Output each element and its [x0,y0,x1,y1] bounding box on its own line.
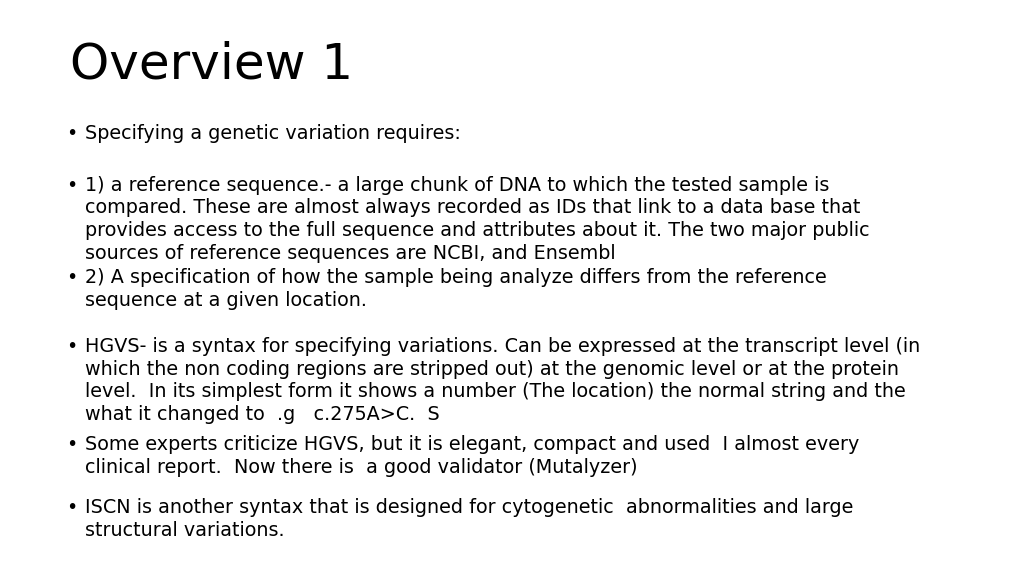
Text: •: • [67,498,78,517]
Text: 2) A specification of how the sample being analyze differs from the reference
se: 2) A specification of how the sample bei… [85,268,826,309]
Text: •: • [67,176,78,195]
Text: Specifying a genetic variation requires:: Specifying a genetic variation requires: [85,124,461,143]
Text: •: • [67,435,78,454]
Text: •: • [67,124,78,143]
Text: •: • [67,268,78,287]
Text: •: • [67,337,78,356]
Text: HGVS- is a syntax for specifying variations. Can be expressed at the transcript : HGVS- is a syntax for specifying variati… [85,337,921,424]
Text: Some experts criticize HGVS, but it is elegant, compact and used  I almost every: Some experts criticize HGVS, but it is e… [85,435,859,476]
Text: 1) a reference sequence.- a large chunk of DNA to which the tested sample is
com: 1) a reference sequence.- a large chunk … [85,176,869,263]
Text: ISCN is another syntax that is designed for cytogenetic  abnormalities and large: ISCN is another syntax that is designed … [85,498,853,540]
Text: Overview 1: Overview 1 [70,40,352,88]
